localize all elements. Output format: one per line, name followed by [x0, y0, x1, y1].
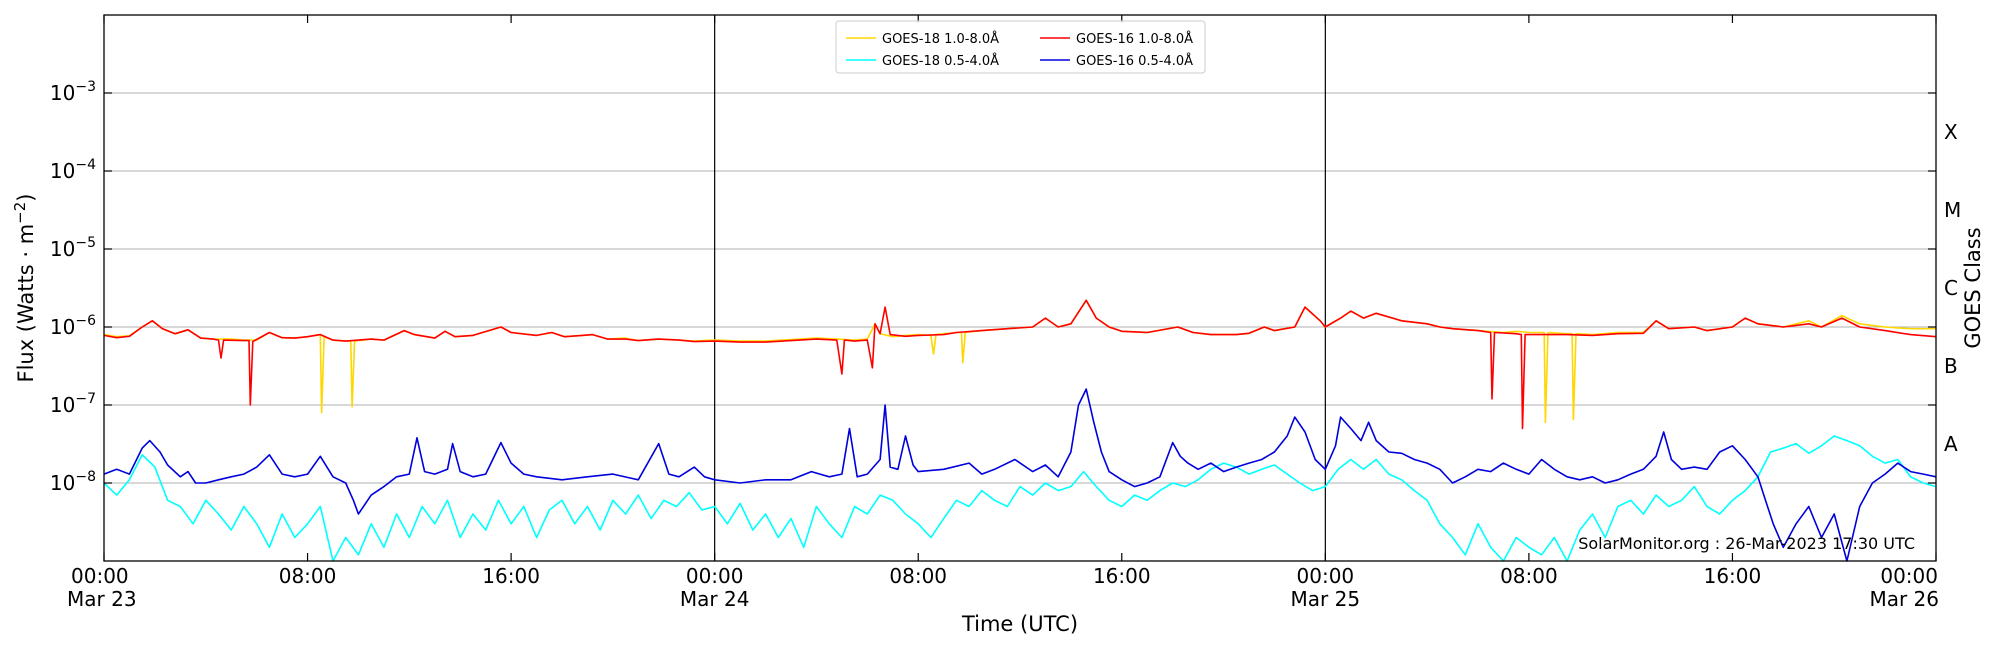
x-tick-label: 08:00: [889, 564, 947, 588]
legend-label: GOES-16 1.0-8.0Å: [1076, 31, 1193, 47]
credit-text: SolarMonitor.org : 26-Mar-2023 17:30 UTC: [1578, 534, 1915, 553]
goes-class-label: B: [1944, 354, 1958, 378]
series-line: [103, 299, 1937, 430]
x-axis-title: Time (UTC): [961, 612, 1078, 636]
y-tick-label: 10−8: [50, 469, 96, 495]
legend-label: GOES-18 1.0-8.0Å: [882, 31, 999, 47]
gridlines: [104, 92, 1936, 484]
x-tick-label: 00:00: [71, 564, 129, 588]
x-tick-label: 00:00: [1297, 564, 1355, 588]
legend: GOES-18 1.0-8.0Å GOES-18 0.5-4.0Å GOES-16 …: [835, 20, 1206, 74]
y-axis-title: Flux (Watts · m−2): [11, 193, 38, 382]
goes-class-label: M: [1944, 198, 1961, 222]
x-tick-label: 08:00: [279, 564, 337, 588]
series-line: [103, 388, 1937, 562]
goes-class-axis-title: GOES Class: [1961, 227, 1985, 348]
series-lines: [103, 299, 1937, 562]
x-tick-date-label: Mar 26: [1869, 587, 1939, 611]
y-tick-label: 10−4: [50, 157, 96, 183]
goes-class-label: A: [1944, 432, 1958, 456]
x-tick-date-label: Mar 25: [1291, 587, 1361, 611]
x-tick-label: 00:00: [1880, 564, 1938, 588]
legend-label: GOES-16 0.5-4.0Å: [1076, 53, 1193, 69]
axis-ticks: [103, 15, 1937, 561]
y-tick-label: 10−6: [50, 313, 96, 339]
x-tick-label: 00:00: [686, 564, 744, 588]
x-tick-date-label: Mar 23: [67, 587, 137, 611]
goes-class-label: C: [1944, 276, 1958, 300]
legend-label: GOES-18 0.5-4.0Å: [882, 53, 999, 69]
y-tick-label: 10−3: [50, 79, 96, 105]
goes-class-label: X: [1944, 120, 1958, 144]
series-line: [103, 435, 1937, 562]
plot-frame: [103, 14, 1937, 562]
x-tick-label: 08:00: [1500, 564, 1558, 588]
series-line: [103, 299, 1936, 424]
x-tick-label: 16:00: [1093, 564, 1151, 588]
x-tick-label: 16:00: [482, 564, 540, 588]
legend-box: [835, 20, 1206, 74]
y-tick-label: 10−5: [50, 235, 96, 261]
x-tick-label: 16:00: [1704, 564, 1762, 588]
day-dividers: [714, 15, 1326, 561]
y-tick-label: 10−7: [50, 391, 96, 417]
x-tick-date-label: Mar 24: [680, 587, 750, 611]
